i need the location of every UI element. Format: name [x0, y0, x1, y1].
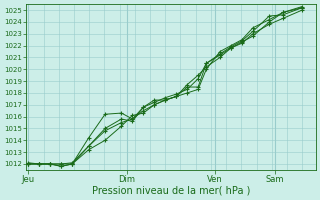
X-axis label: Pression niveau de la mer( hPa ): Pression niveau de la mer( hPa ) — [92, 186, 250, 196]
